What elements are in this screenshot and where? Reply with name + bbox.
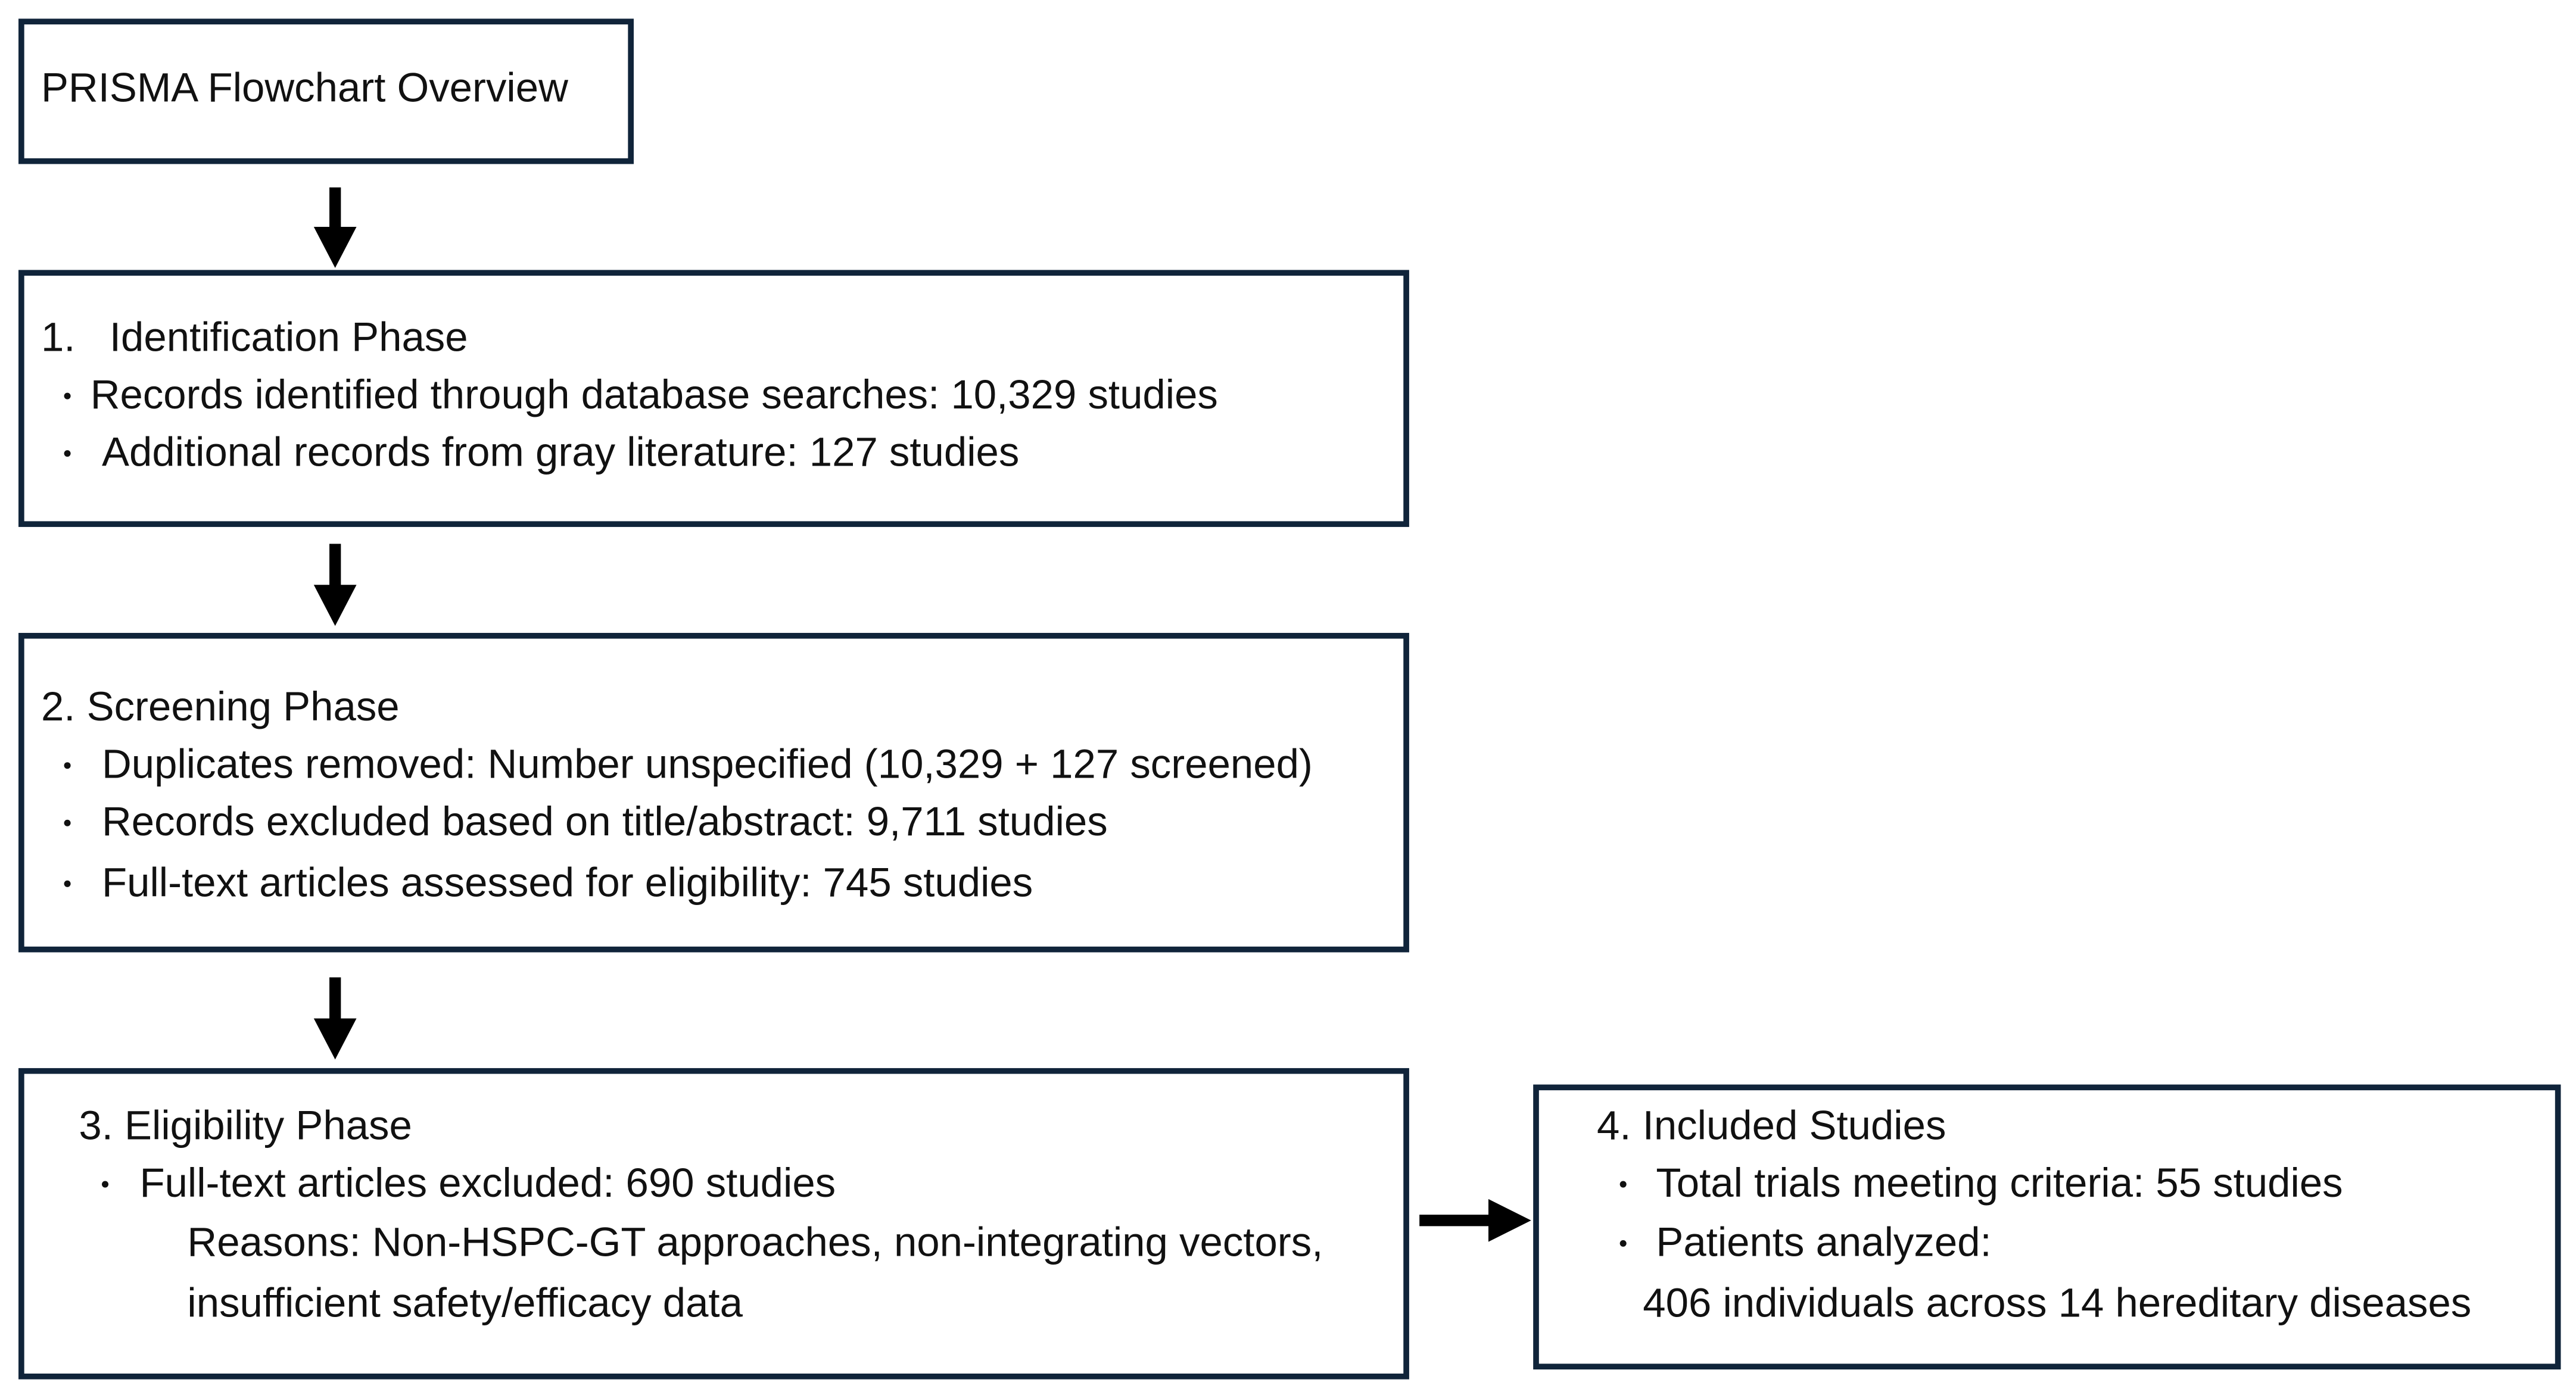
- title-box: [18, 18, 634, 164]
- bullet: [1619, 1181, 1627, 1188]
- phase-subitem: insufficient safety/efficacy data: [187, 1280, 743, 1325]
- phase-subitem: Reasons: Non-HSPC-GT approaches, non-int…: [187, 1219, 1323, 1265]
- phase-heading: 3. Eligibility Phase: [79, 1103, 412, 1149]
- title: PRISMA Flowchart Overview: [41, 64, 568, 110]
- phase-item: Patients analyzed:: [1656, 1219, 1991, 1265]
- phase-item: Duplicates removed: Number unspecified (…: [102, 741, 1313, 787]
- bullet: [102, 1181, 109, 1188]
- phase-item: Records identified through database sear…: [91, 372, 1218, 417]
- phase-heading: 1. Identification Phase: [41, 314, 468, 360]
- bullet: [1619, 1240, 1627, 1247]
- phase-subitem: 406 individuals across 14 hereditary dis…: [1643, 1280, 2471, 1325]
- phase-heading: 4. Included Studies: [1597, 1103, 1946, 1149]
- phase-item: Full-text articles excluded: 690 studies: [139, 1160, 836, 1206]
- phase-item: Records excluded based on title/abstract…: [102, 798, 1108, 844]
- arrow-head: [313, 1018, 357, 1060]
- phase-heading: 2. Screening Phase: [41, 684, 400, 729]
- arrow-head: [313, 585, 357, 626]
- phase-item: Additional records from gray literature:…: [102, 429, 1019, 475]
- phase-box: [18, 632, 1409, 953]
- bullet: [64, 450, 71, 457]
- phase-box: [18, 1068, 1409, 1380]
- bullet: [64, 392, 71, 400]
- bullet: [64, 880, 71, 887]
- arrow-head: [313, 226, 357, 268]
- bullet: [64, 762, 71, 769]
- phase-box: [18, 270, 1409, 528]
- bullet: [64, 819, 71, 826]
- phase-item: Full-text articles assessed for eligibil…: [102, 859, 1033, 905]
- arrow-head: [1488, 1199, 1531, 1242]
- phase-item: Total trials meeting criteria: 55 studie…: [1656, 1160, 2343, 1206]
- phase-box: [1533, 1084, 2561, 1370]
